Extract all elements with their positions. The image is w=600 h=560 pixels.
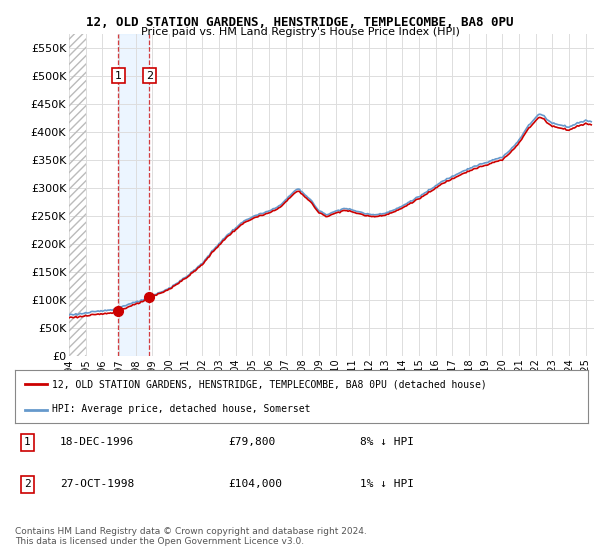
Text: 12, OLD STATION GARDENS, HENSTRIDGE, TEMPLECOMBE, BA8 0PU (detached house): 12, OLD STATION GARDENS, HENSTRIDGE, TEM… bbox=[52, 380, 487, 390]
Text: 1: 1 bbox=[24, 437, 31, 447]
Text: HPI: Average price, detached house, Somerset: HPI: Average price, detached house, Some… bbox=[52, 404, 311, 414]
Text: 27-OCT-1998: 27-OCT-1998 bbox=[60, 479, 134, 489]
Text: 18-DEC-1996: 18-DEC-1996 bbox=[60, 437, 134, 447]
Bar bbox=[65, 34, 86, 356]
Text: Price paid vs. HM Land Registry's House Price Index (HPI): Price paid vs. HM Land Registry's House … bbox=[140, 27, 460, 37]
Text: 8% ↓ HPI: 8% ↓ HPI bbox=[360, 437, 414, 447]
Text: Contains HM Land Registry data © Crown copyright and database right 2024.
This d: Contains HM Land Registry data © Crown c… bbox=[15, 526, 367, 546]
Bar bbox=[65, 34, 86, 356]
Bar bbox=[118, 34, 149, 356]
Text: 12, OLD STATION GARDENS, HENSTRIDGE, TEMPLECOMBE, BA8 0PU: 12, OLD STATION GARDENS, HENSTRIDGE, TEM… bbox=[86, 16, 514, 29]
Text: 1% ↓ HPI: 1% ↓ HPI bbox=[360, 479, 414, 489]
Text: 2: 2 bbox=[24, 479, 31, 489]
Text: 2: 2 bbox=[146, 71, 153, 81]
Text: 1: 1 bbox=[115, 71, 122, 81]
Text: £104,000: £104,000 bbox=[228, 479, 282, 489]
Text: £79,800: £79,800 bbox=[228, 437, 275, 447]
